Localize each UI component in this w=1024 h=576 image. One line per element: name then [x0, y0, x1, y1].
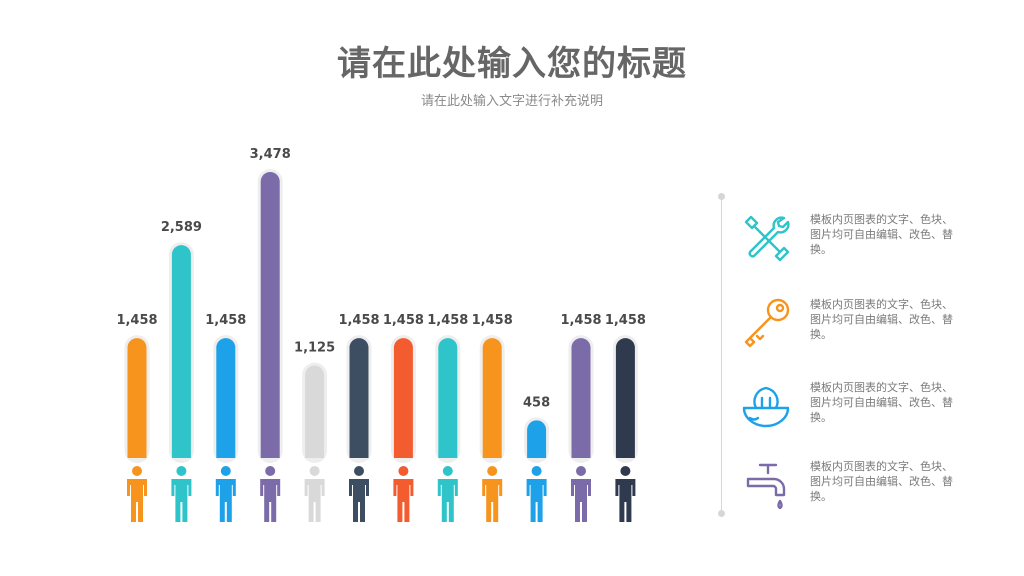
bowl-icon [742, 386, 790, 428]
data-label: 458 [523, 395, 550, 410]
data-label: 1,125 [294, 340, 335, 355]
person-icon [304, 466, 325, 522]
bar [482, 338, 502, 458]
bar [171, 245, 191, 458]
data-label: 3,478 [250, 147, 291, 162]
data-label: 1,458 [605, 313, 646, 328]
data-label: 1,458 [427, 313, 468, 328]
timeline-line [721, 196, 722, 514]
bar [305, 365, 325, 458]
feature-item-1: 模板内页图表的文字、色块、图片均可自由编辑、改色、替换。 [738, 210, 978, 280]
data-label: 2,589 [161, 220, 202, 235]
data-label: 1,458 [116, 313, 157, 328]
person-icon [171, 466, 192, 522]
bar [527, 420, 547, 458]
person-icon [127, 466, 147, 522]
data-label: 1,458 [560, 313, 601, 328]
person-icon [215, 466, 236, 522]
data-label: 1,458 [338, 313, 379, 328]
person-icon [260, 466, 281, 522]
bar [438, 338, 458, 458]
feature-text-4: 模板内页图表的文字、色块、图片均可自由编辑、改色、替换。 [810, 460, 953, 503]
bar [349, 338, 369, 458]
person-icon [482, 466, 503, 522]
person-icon [526, 466, 547, 522]
data-label: 1,458 [472, 313, 513, 328]
data-label: 1,458 [383, 313, 424, 328]
data-label: 1,458 [205, 313, 246, 328]
faucet-icon [746, 463, 786, 510]
person-icon [571, 466, 591, 522]
bar [571, 338, 591, 458]
timeline-dot-bottom [718, 510, 725, 517]
tools-icon [744, 215, 790, 262]
bar [260, 172, 280, 458]
person-icon [615, 466, 636, 522]
feature-text-2: 模板内页图表的文字、色块、图片均可自由编辑、改色、替换。 [810, 298, 953, 341]
feature-text-1: 模板内页图表的文字、色块、图片均可自由编辑、改色、替换。 [810, 213, 953, 256]
timeline-dot-top [718, 193, 725, 200]
feature-item-2: 模板内页图表的文字、色块、图片均可自由编辑、改色、替换。 [738, 295, 978, 365]
feature-item-4: 模板内页图表的文字、色块、图片均可自由编辑、改色、替换。 [738, 457, 978, 527]
feature-item-3: 模板内页图表的文字、色块、图片均可自由编辑、改色、替换。 [738, 378, 978, 448]
key-icon [744, 298, 790, 348]
bar [393, 338, 413, 458]
person-icon [437, 466, 458, 522]
person-icon [393, 466, 414, 522]
bar [127, 338, 147, 458]
person-icon [349, 466, 369, 522]
feature-text-3: 模板内页图表的文字、色块、图片均可自由编辑、改色、替换。 [810, 381, 953, 424]
bar [615, 338, 635, 458]
bar [216, 338, 236, 458]
page-subtitle: 请在此处输入文字进行补充说明 [420, 94, 603, 109]
page-title: 请在此处输入您的标题 [337, 44, 687, 84]
